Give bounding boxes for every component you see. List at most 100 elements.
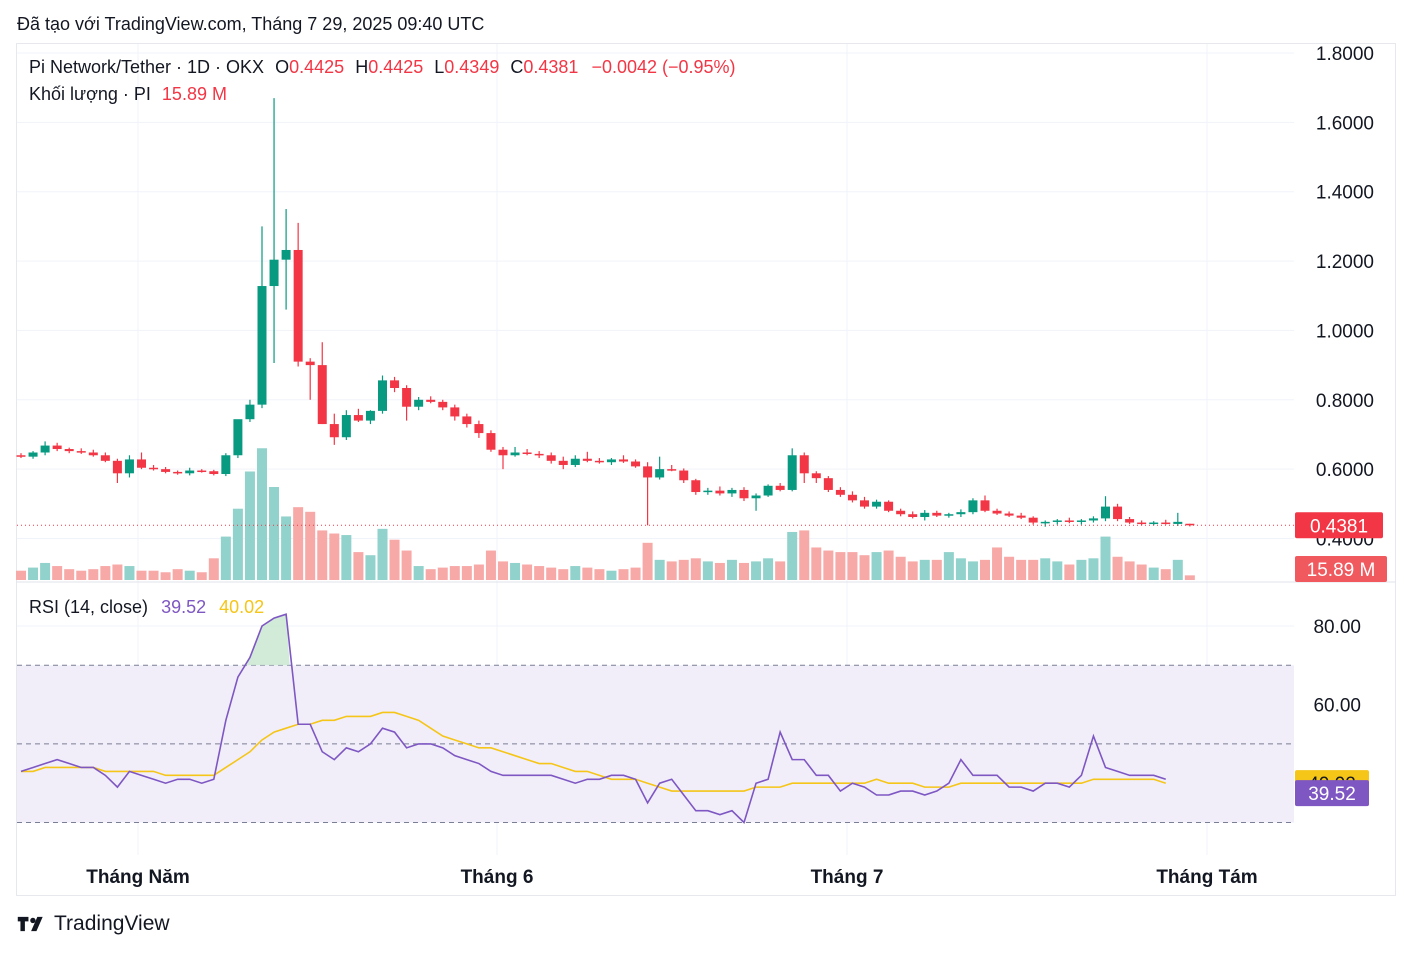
candle-body: [414, 399, 424, 407]
volume-bar: [160, 572, 171, 580]
candle-body: [1028, 517, 1038, 523]
high-label: H: [355, 57, 369, 77]
volume-bar: [666, 561, 677, 580]
candle-body: [221, 455, 231, 474]
volume-label: Khối lượng · PI: [29, 84, 151, 104]
candle-body: [16, 455, 26, 457]
candle-body: [619, 459, 628, 462]
rsi-value: 39.52: [161, 597, 207, 617]
volume-value: 15.89 M: [161, 84, 227, 104]
volume-bar: [763, 558, 774, 580]
candle-body: [703, 490, 713, 493]
time-axis-tick-label: Tháng Tám: [1156, 867, 1257, 888]
candle-body: [835, 489, 845, 495]
candle-body: [426, 399, 436, 402]
candle-body: [1125, 519, 1135, 523]
candle-body: [317, 365, 327, 425]
volume-bar: [148, 570, 159, 580]
last-price-tag-label: 0.4381: [1310, 516, 1368, 537]
volume-bar: [1016, 559, 1027, 580]
volume-bar: [835, 552, 846, 580]
candle-body: [257, 286, 267, 405]
volume-bar: [726, 559, 737, 580]
volume-bar: [317, 530, 328, 580]
candle-body: [739, 489, 749, 499]
rsi-overbought-fill: [246, 614, 290, 666]
volume-bar: [329, 533, 340, 580]
volume-bar: [522, 564, 533, 580]
candle-body: [390, 380, 400, 388]
rsi-label: RSI (14, close): [29, 597, 149, 617]
volume-bar: [1124, 561, 1135, 580]
candle-body: [197, 470, 207, 473]
volume-bar: [955, 558, 966, 580]
candle-body: [510, 452, 520, 456]
last-volume-tag-label: 15.89 M: [1307, 560, 1376, 581]
volume-bar: [449, 566, 460, 580]
candle-body: [269, 259, 279, 287]
candle-body: [522, 452, 532, 454]
volume-bar: [751, 561, 762, 580]
tradingview-brand: TradingView: [54, 912, 170, 935]
volume-bar: [811, 547, 822, 580]
candle-body: [956, 512, 966, 515]
candle-body: [944, 514, 954, 516]
candle-body: [992, 510, 1002, 514]
volume-bar: [498, 561, 508, 580]
time-axis-tick-label: Tháng Năm: [86, 867, 189, 888]
volume-legend: Khối lượng · PI 15.89 M: [29, 84, 227, 105]
candle-body: [896, 510, 906, 515]
candle-body: [1113, 506, 1123, 520]
price-legend: Pi Network/Tether · 1D · OKX O0.4425 H0.…: [29, 57, 736, 78]
volume-bar: [1172, 559, 1183, 580]
volume-bar: [558, 569, 569, 580]
rsi-axis-tick-label: 80.00: [1313, 617, 1361, 638]
volume-bar: [919, 559, 930, 580]
volume-bar: [16, 570, 26, 580]
candle-body: [161, 469, 171, 472]
volume-bar: [1184, 575, 1195, 580]
volume-bar: [799, 530, 810, 580]
price-axis-tick-label: 1.2000: [1316, 252, 1374, 273]
volume-bar: [1136, 564, 1147, 580]
volume-bar: [1052, 561, 1063, 580]
candle-body: [884, 501, 894, 511]
candle-body: [787, 455, 797, 490]
volume-bar: [281, 516, 292, 580]
last-price-tag: [1295, 512, 1383, 539]
candle-body: [667, 469, 677, 471]
candle-body: [1064, 520, 1074, 522]
volume-bar: [437, 567, 448, 580]
volume-bar: [257, 448, 267, 580]
chart-frame[interactable]: [16, 43, 1396, 896]
volume-bar: [425, 569, 436, 580]
candle-body: [112, 460, 122, 474]
volume-bar: [534, 566, 545, 580]
volume-bar: [100, 566, 111, 580]
candle-body: [606, 459, 616, 463]
low-value: 0.4349: [444, 57, 500, 77]
candle-body: [402, 387, 412, 407]
candle-body: [715, 490, 725, 494]
tradingview-footer[interactable]: TradingView: [16, 912, 170, 936]
candle-body: [378, 380, 387, 411]
candle-body: [751, 495, 761, 499]
volume-bar: [907, 561, 918, 580]
price-axis-tick-label: 1.4000: [1316, 183, 1374, 204]
candle-body: [1185, 523, 1195, 526]
candle-body: [1173, 521, 1183, 524]
volume-bar: [88, 569, 99, 580]
candle-body: [486, 433, 496, 450]
volume-bar: [787, 531, 798, 580]
volume-bar: [1076, 559, 1087, 580]
volume-bar: [630, 567, 641, 580]
candle-body: [558, 460, 568, 465]
candle-body: [1016, 515, 1026, 518]
candle-body: [570, 458, 580, 465]
open-value: 0.4425: [289, 57, 345, 77]
candle-body: [52, 445, 62, 450]
candle-body: [823, 478, 833, 490]
volume-bar: [52, 566, 63, 580]
candle-body: [1076, 520, 1086, 522]
